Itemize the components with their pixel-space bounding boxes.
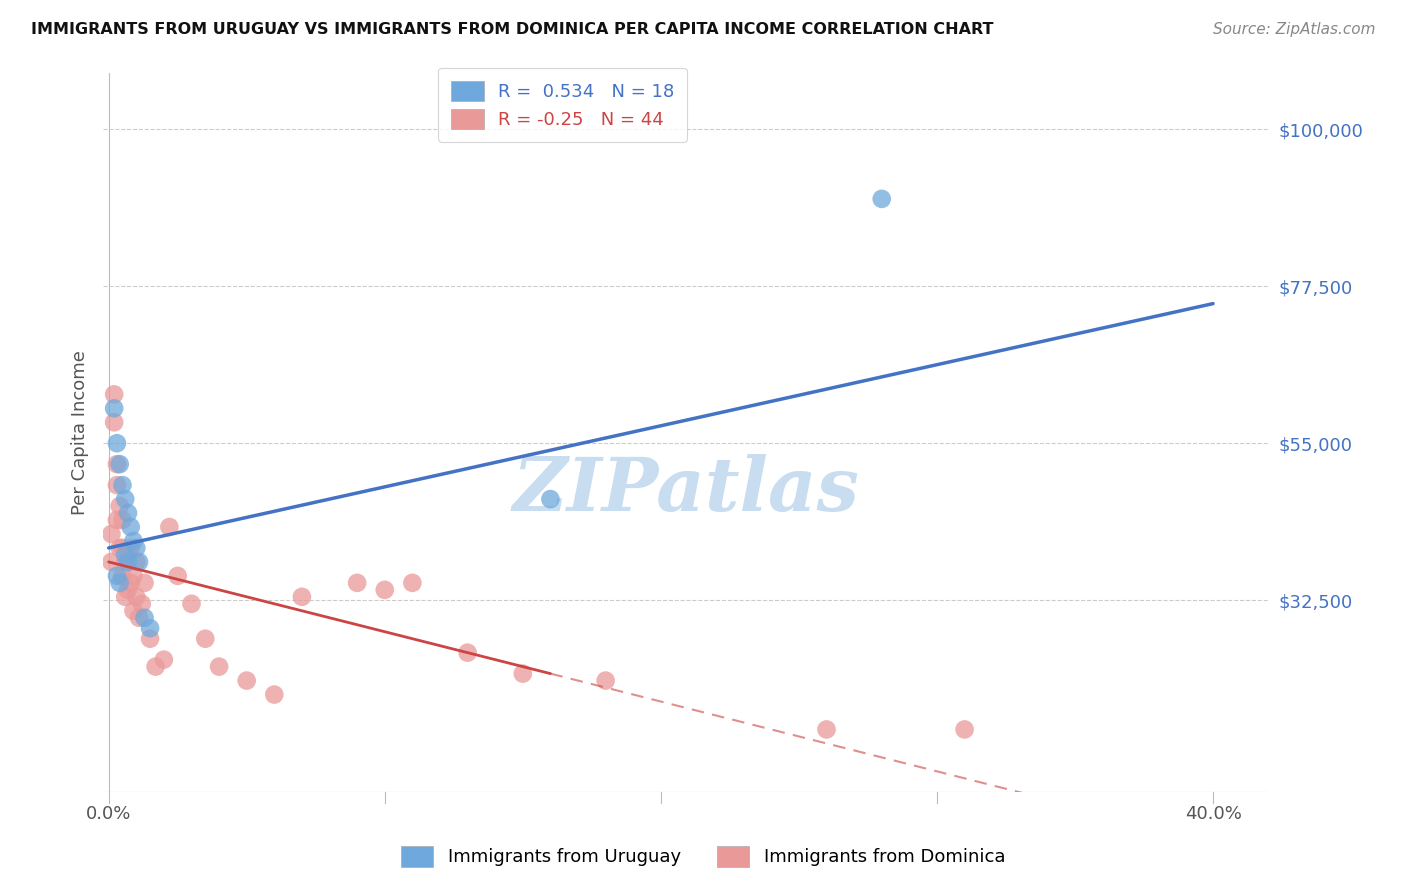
Point — [139, 632, 162, 646]
Point — [105, 569, 128, 583]
Point — [122, 604, 145, 618]
Point — [120, 520, 142, 534]
Point — [125, 555, 148, 569]
Point — [128, 611, 150, 625]
Point — [870, 192, 893, 206]
Point — [125, 590, 148, 604]
Point — [114, 548, 136, 562]
Point — [117, 582, 139, 597]
Point — [114, 555, 136, 569]
Point — [108, 457, 131, 471]
Point — [128, 555, 150, 569]
Point — [166, 569, 188, 583]
Point — [103, 387, 125, 401]
Point — [108, 541, 131, 555]
Point — [815, 723, 838, 737]
Point — [105, 436, 128, 450]
Point — [103, 415, 125, 429]
Point — [125, 541, 148, 555]
Point — [122, 569, 145, 583]
Point — [120, 541, 142, 555]
Point — [117, 506, 139, 520]
Point — [291, 590, 314, 604]
Point — [105, 478, 128, 492]
Point — [346, 575, 368, 590]
Point — [108, 499, 131, 513]
Point — [117, 555, 139, 569]
Text: IMMIGRANTS FROM URUGUAY VS IMMIGRANTS FROM DOMINICA PER CAPITA INCOME CORRELATIO: IMMIGRANTS FROM URUGUAY VS IMMIGRANTS FR… — [31, 22, 994, 37]
Point — [235, 673, 257, 688]
Point — [117, 548, 139, 562]
Point — [953, 723, 976, 737]
Point — [180, 597, 202, 611]
Point — [457, 646, 479, 660]
Legend: R =  0.534   N = 18, R = -0.25   N = 44: R = 0.534 N = 18, R = -0.25 N = 44 — [439, 68, 688, 142]
Point — [114, 492, 136, 507]
Point — [111, 541, 134, 555]
Point — [134, 611, 156, 625]
Point — [105, 513, 128, 527]
Point — [153, 653, 176, 667]
Point — [114, 590, 136, 604]
Point — [595, 673, 617, 688]
Point — [538, 492, 561, 507]
Point — [208, 659, 231, 673]
Text: Source: ZipAtlas.com: Source: ZipAtlas.com — [1212, 22, 1375, 37]
Point — [111, 478, 134, 492]
Point — [374, 582, 396, 597]
Point — [145, 659, 167, 673]
Point — [512, 666, 534, 681]
Point — [139, 621, 162, 635]
Point — [131, 597, 153, 611]
Y-axis label: Per Capita Income: Per Capita Income — [72, 351, 89, 516]
Point — [120, 575, 142, 590]
Point — [100, 527, 122, 541]
Point — [263, 688, 285, 702]
Point — [122, 533, 145, 548]
Point — [105, 457, 128, 471]
Point — [111, 513, 134, 527]
Point — [134, 575, 156, 590]
Legend: Immigrants from Uruguay, Immigrants from Dominica: Immigrants from Uruguay, Immigrants from… — [394, 838, 1012, 874]
Text: ZIPatlas: ZIPatlas — [512, 454, 859, 526]
Point — [103, 401, 125, 416]
Point — [108, 575, 131, 590]
Point — [100, 555, 122, 569]
Point — [157, 520, 180, 534]
Point — [401, 575, 423, 590]
Point — [194, 632, 217, 646]
Point — [111, 569, 134, 583]
